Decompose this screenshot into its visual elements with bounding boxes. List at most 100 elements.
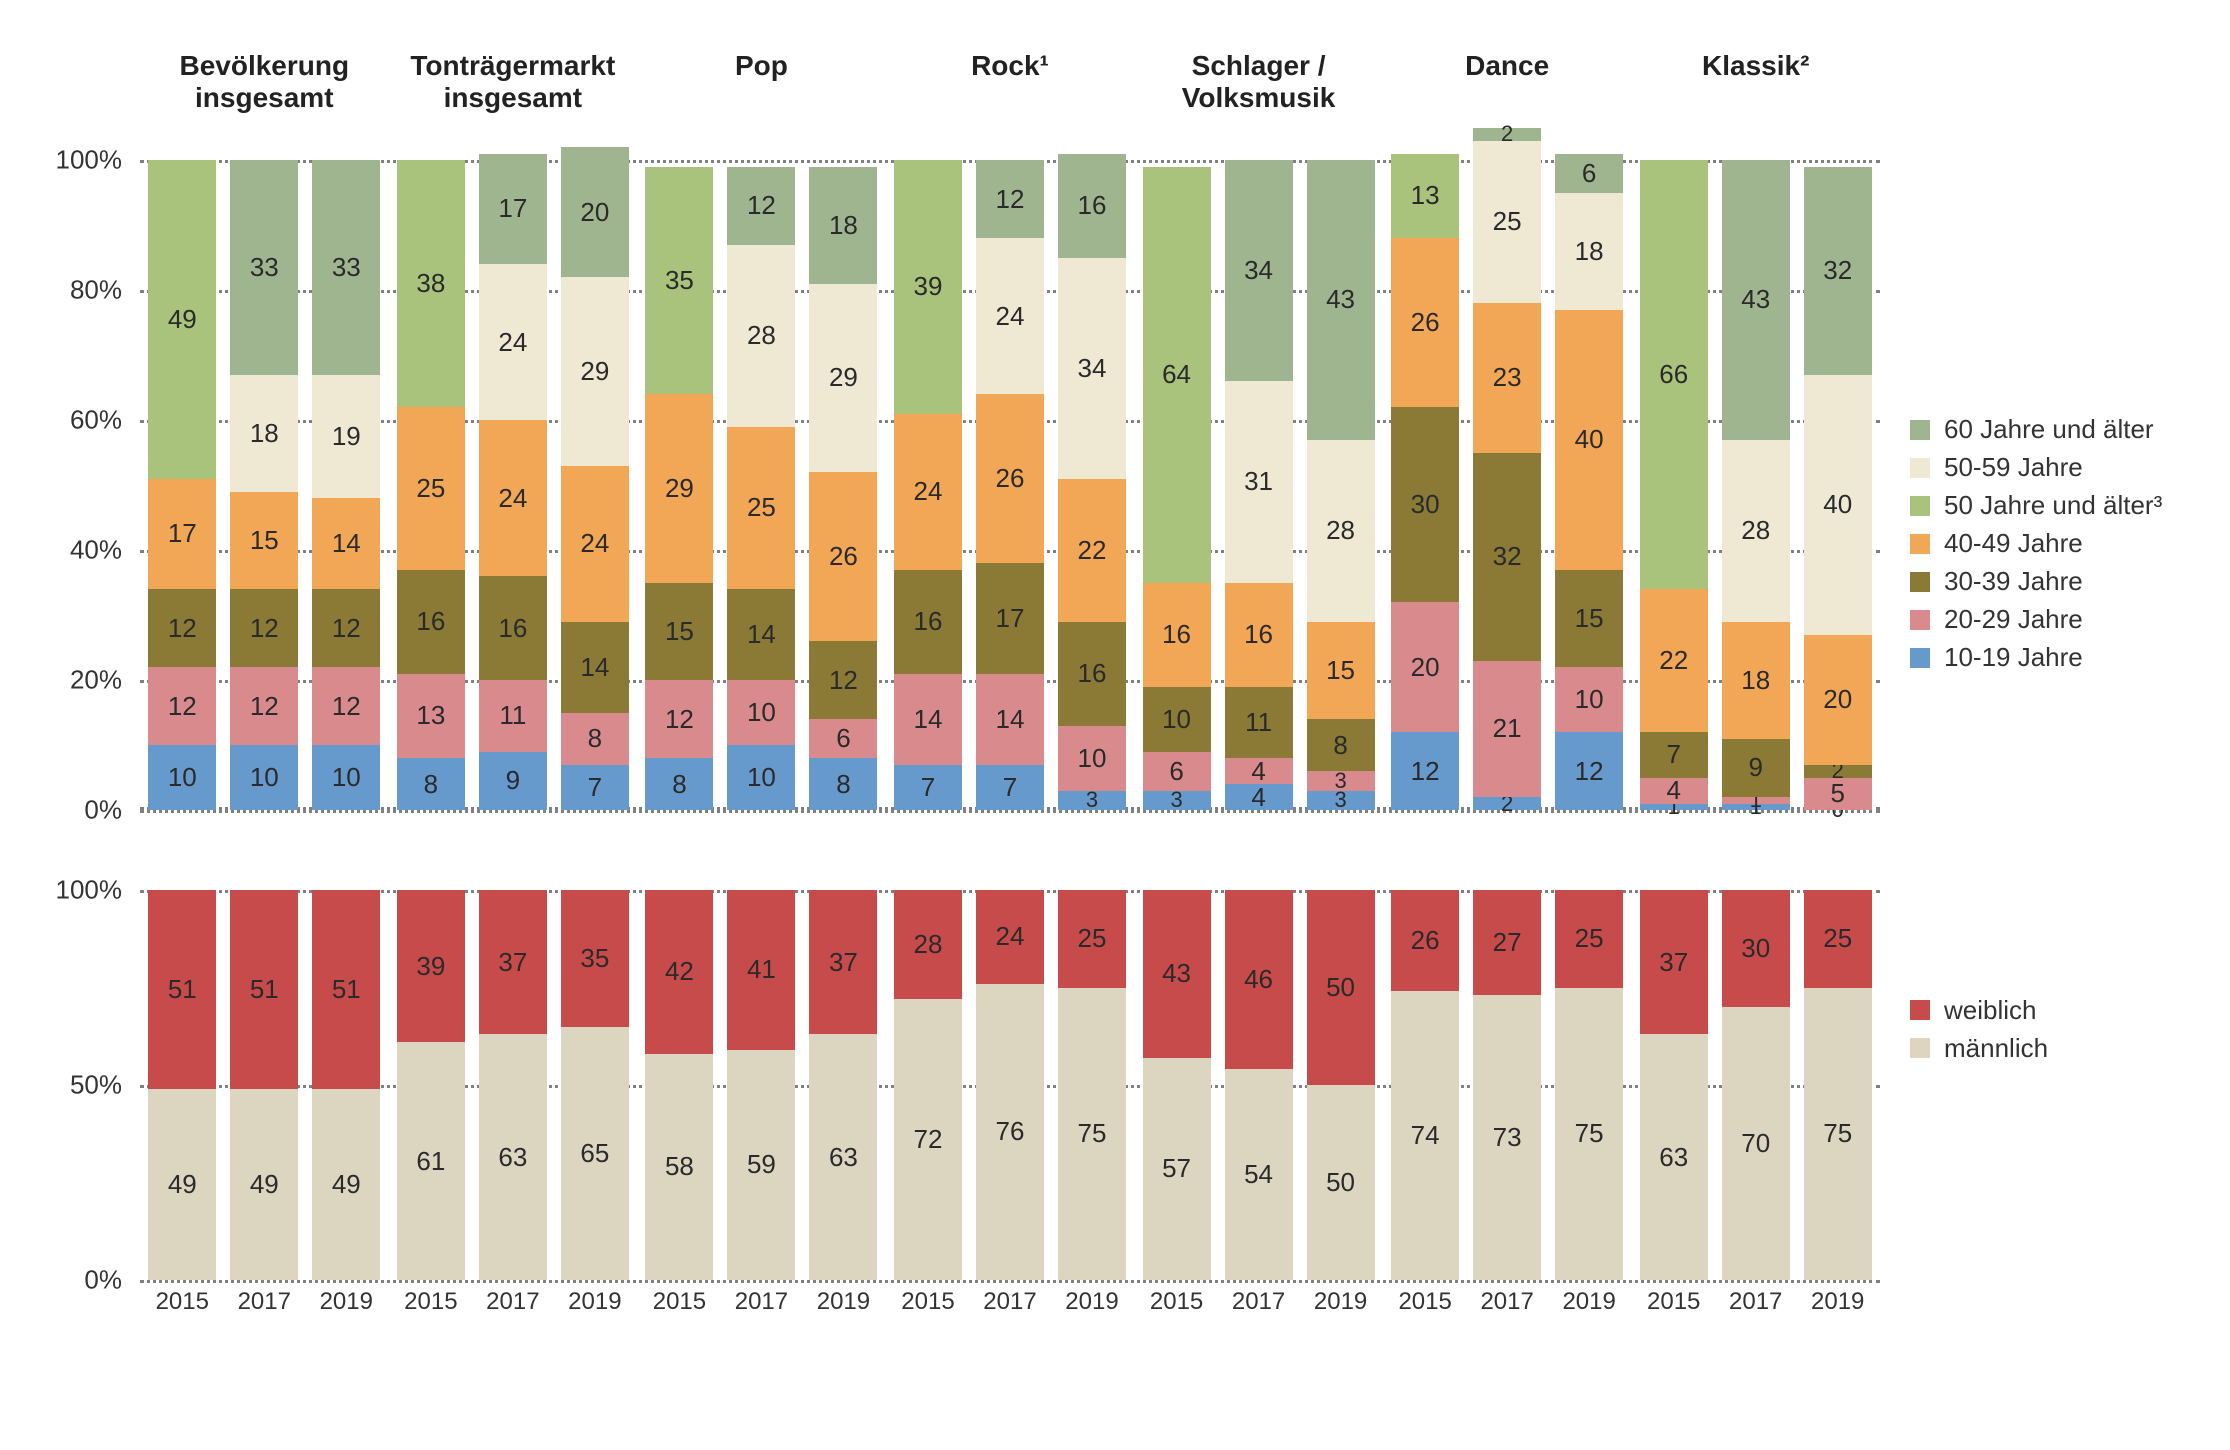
segment-value: 32 xyxy=(1493,541,1522,572)
segment-value: 8 xyxy=(588,723,602,754)
legend-label: 50 Jahre und älter³ xyxy=(1944,490,2162,521)
segment-value: 15 xyxy=(1326,655,1355,686)
segment-value: 12 xyxy=(332,613,361,644)
age-segment: 12 xyxy=(809,641,877,719)
segment-value: 14 xyxy=(332,528,361,559)
age-segment: 7 xyxy=(976,765,1044,811)
x-tick-label: 2015 xyxy=(653,1280,706,1316)
segment-value: 28 xyxy=(1741,515,1770,546)
gender-segment-female: 39 xyxy=(397,890,465,1042)
segment-value: 23 xyxy=(1493,362,1522,393)
age-segment: 20 xyxy=(1391,602,1459,732)
gender-segment-female: 24 xyxy=(976,890,1044,984)
legend-item: 60 Jahre und älter xyxy=(1910,414,2230,445)
y-tick-label: 80% xyxy=(70,275,140,306)
legend-item: männlich xyxy=(1910,1033,2230,1064)
gender-bar: 6337 xyxy=(809,890,877,1280)
x-tick-label: 2019 xyxy=(817,1280,870,1316)
age-segment: 20 xyxy=(561,147,629,277)
segment-value: 3 xyxy=(1170,787,1182,813)
gender-segment-female: 25 xyxy=(1555,890,1623,988)
gender-bar: 7525 xyxy=(1555,890,1623,1280)
age-segment: 18 xyxy=(230,375,298,492)
segment-value: 43 xyxy=(1326,284,1355,315)
gender-segment-male: 76 xyxy=(976,984,1044,1280)
segment-value: 10 xyxy=(1162,704,1191,735)
gender-segment-female: 35 xyxy=(561,890,629,1027)
segment-value: 8 xyxy=(1333,730,1347,761)
age-segment: 33 xyxy=(312,160,380,375)
x-tick-label: 2017 xyxy=(735,1280,788,1316)
gender-bar: 5842 xyxy=(645,890,713,1280)
segment-value: 18 xyxy=(829,210,858,241)
segment-value: 6 xyxy=(1169,756,1183,787)
gender-segment-male: 63 xyxy=(1640,1034,1708,1280)
legend-label: 50-59 Jahre xyxy=(1944,452,2083,483)
legend-label: 40-49 Jahre xyxy=(1944,528,2083,559)
age-segment: 10 xyxy=(1555,667,1623,732)
x-tick-label: 2017 xyxy=(983,1280,1036,1316)
age-bar: 101014252812 xyxy=(727,160,795,810)
segment-value: 12 xyxy=(168,613,197,644)
segment-value: 10 xyxy=(250,762,279,793)
age-segment: 17 xyxy=(479,154,547,265)
segment-value: 57 xyxy=(1162,1153,1191,1184)
age-segment: 4 xyxy=(1225,784,1293,810)
age-segment: 29 xyxy=(561,277,629,466)
age-bar: 101212141933 xyxy=(312,160,380,810)
y-tick-label: 40% xyxy=(70,535,140,566)
age-segment: 4 xyxy=(1225,758,1293,784)
age-segment: 40 xyxy=(1555,310,1623,570)
age-segment: 2 xyxy=(1804,765,1872,778)
age-segment: 9 xyxy=(1722,739,1790,798)
gender-segment-female: 25 xyxy=(1804,890,1872,988)
age-segment: 2 xyxy=(1473,128,1541,141)
age-segment: 8 xyxy=(1307,719,1375,771)
segment-value: 19 xyxy=(332,421,361,452)
segment-value: 63 xyxy=(1659,1142,1688,1173)
age-segment: 3 xyxy=(1143,791,1211,811)
segment-value: 12 xyxy=(1575,756,1604,787)
segment-value: 7 xyxy=(921,772,935,803)
segment-value: 14 xyxy=(580,652,609,683)
segment-value: 51 xyxy=(250,974,279,1005)
age-segment: 12 xyxy=(312,589,380,667)
x-tick-label: 2019 xyxy=(1811,1280,1864,1316)
gender-segment-female: 37 xyxy=(479,890,547,1034)
age-segment: 8 xyxy=(561,713,629,765)
legend-item: 40-49 Jahre xyxy=(1910,528,2230,559)
segment-value: 24 xyxy=(580,528,609,559)
segment-value: 46 xyxy=(1244,964,1273,995)
age-bar: 8612262918 xyxy=(809,160,877,810)
segment-value: 25 xyxy=(1493,206,1522,237)
group-title: Schlager / Volksmusik xyxy=(1134,50,1383,114)
segment-value: 14 xyxy=(914,704,943,735)
age-segment: 7 xyxy=(894,765,962,811)
segment-value: 72 xyxy=(914,1124,943,1155)
segment-value: 26 xyxy=(1411,307,1440,338)
segment-value: 18 xyxy=(250,418,279,449)
gender-bar: 4951 xyxy=(230,890,298,1280)
segment-value: 16 xyxy=(1244,619,1273,650)
segment-value: 21 xyxy=(1493,713,1522,744)
gender-bar: 5050 xyxy=(1307,890,1375,1280)
age-segment: 25 xyxy=(727,427,795,590)
gender-segment-female: 37 xyxy=(809,890,877,1034)
age-segment: 7 xyxy=(1640,732,1708,778)
legend-swatch xyxy=(1910,1000,1930,1020)
gender-segment-female: 41 xyxy=(727,890,795,1050)
segment-value: 20 xyxy=(1823,684,1852,715)
gender-bar: 4951 xyxy=(312,890,380,1280)
gender-segment-male: 59 xyxy=(727,1050,795,1280)
segment-value: 25 xyxy=(1823,923,1852,954)
age-segment: 10 xyxy=(312,745,380,810)
age-segment: 21 xyxy=(1473,661,1541,798)
age-segment: 10 xyxy=(230,745,298,810)
segment-value: 15 xyxy=(665,616,694,647)
age-segment: 12 xyxy=(976,160,1044,238)
segment-value: 63 xyxy=(498,1142,527,1173)
gender-bar: 7228 xyxy=(894,890,962,1280)
segment-value: 3 xyxy=(1334,768,1346,794)
age-segment: 2 xyxy=(1473,797,1541,810)
x-tick-label: 2019 xyxy=(568,1280,621,1316)
